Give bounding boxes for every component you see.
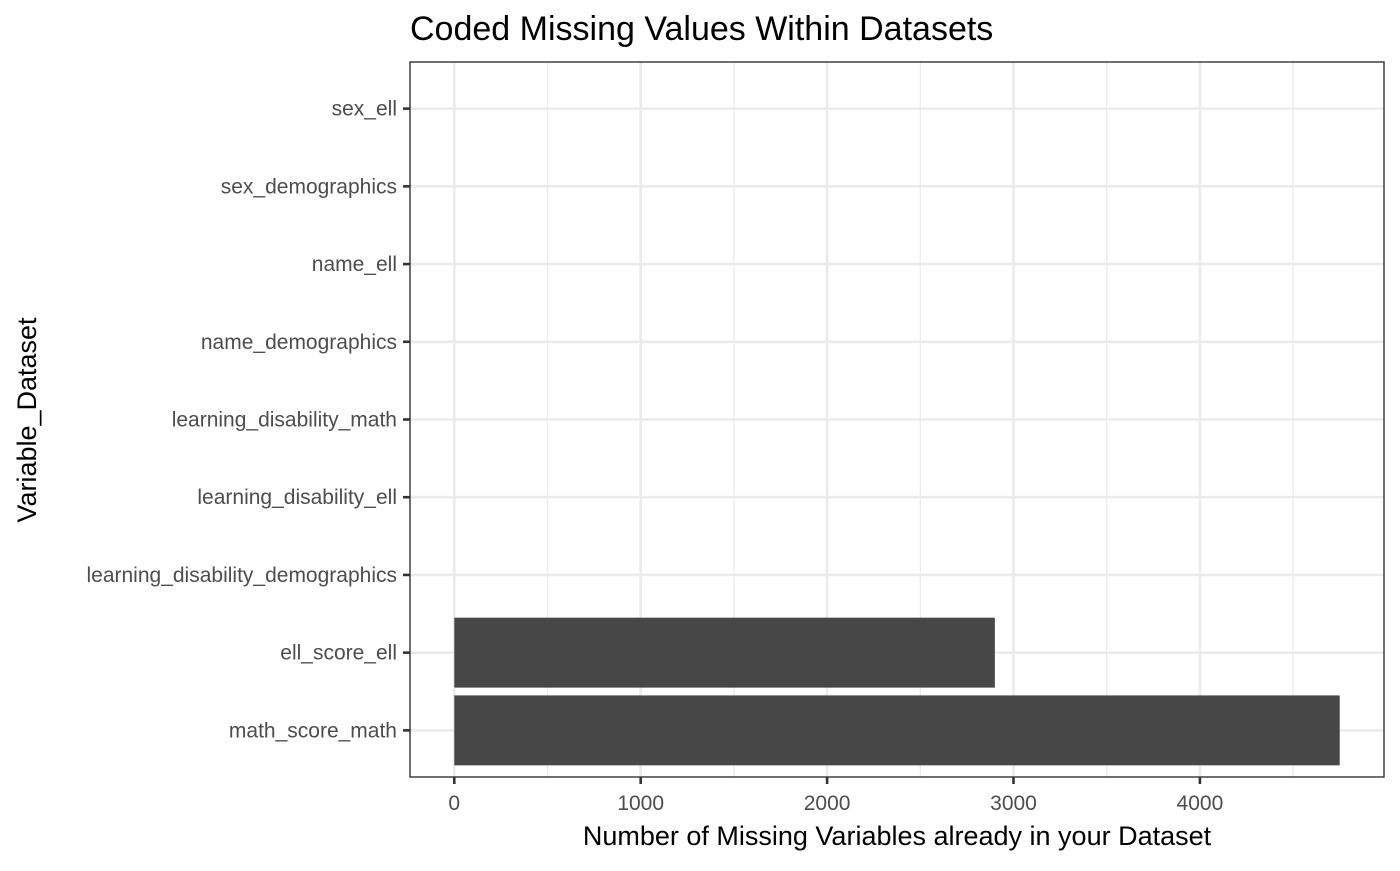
bar-ell-score-ell — [454, 617, 995, 688]
x-tick-label: 1000 — [617, 792, 664, 815]
axes: 0 1000 2000 3000 4000 math_score_math ell_scor… — [86, 98, 1223, 815]
y-axis-title: Variable_Dataset — [12, 317, 42, 523]
x-axis-title: Number of Missing Variables already in y… — [583, 821, 1212, 851]
bar-math-score-math — [454, 695, 1340, 766]
y-tick-label: sex_ell — [332, 98, 397, 121]
bars — [454, 617, 1340, 766]
y-tick-label: ell_score_ell — [280, 642, 397, 665]
x-tick-label: 3000 — [990, 792, 1037, 815]
y-tick-label: math_score_math — [229, 719, 397, 742]
chart-title: Coded Missing Values Within Datasets — [410, 10, 993, 48]
y-tick-label: name_ell — [312, 253, 397, 276]
x-tick-label: 0 — [448, 792, 460, 815]
y-tick-label: learning_disability_demographics — [86, 564, 397, 587]
y-tick-label: name_demographics — [201, 331, 397, 354]
y-tick-label: learning_disability_math — [172, 409, 397, 432]
y-tick-label: learning_disability_ell — [197, 486, 397, 509]
y-tick-label: sex_demographics — [221, 175, 397, 198]
x-tick-label: 2000 — [804, 792, 851, 815]
x-tick-label: 4000 — [1177, 792, 1224, 815]
